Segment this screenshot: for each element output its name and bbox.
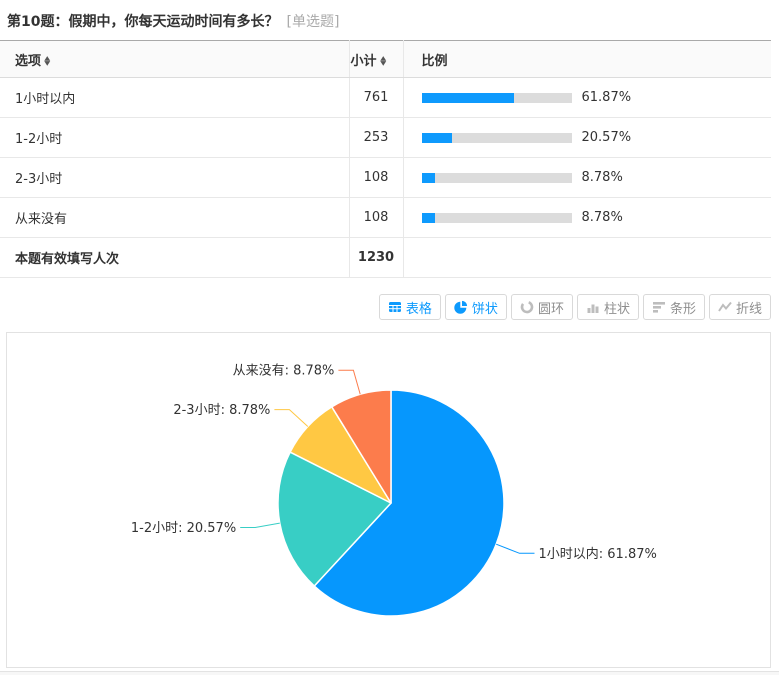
sort-icon[interactable]: ▲ ▼ [379, 55, 386, 67]
ratio-cell: 8.78% [403, 197, 771, 238]
pie-icon [454, 300, 468, 314]
ratio-bar-track [421, 132, 572, 143]
ratio-bar-track [421, 212, 572, 223]
option-cell: 从来没有 [0, 197, 349, 238]
column-header-option[interactable]: 选项 ▲ ▼ [0, 40, 349, 78]
table-row: 1-2小时 253 20.57% [0, 117, 771, 158]
table-row: 2-3小时 108 8.78% [0, 157, 771, 198]
footer-label-cell: 本题有效填写人次 [0, 237, 349, 278]
table-row: 从来没有 108 8.78% [0, 197, 771, 238]
chart-type-hbar-button[interactable]: 条形 [642, 294, 705, 320]
column-header-ratio-label: 比例 [421, 53, 448, 69]
pie-label-leader-line [274, 409, 309, 427]
table-row: 1小时以内 761 61.87% [0, 77, 771, 118]
count-cell: 108 [348, 197, 404, 238]
ratio-cell: 61.87% [403, 77, 771, 118]
column-header-option-label: 选项 [15, 53, 42, 69]
pie-chart-panel: 1小时以内: 61.87% 1-2小时: 20.57% 2-3小时: 8.78% 从来… [6, 332, 771, 668]
table-icon [388, 300, 402, 314]
pie-label-leader-line [240, 522, 280, 528]
ratio-bar-track [421, 172, 572, 183]
table-footer-row: 本题有效填写人次 1230 [0, 237, 771, 278]
chart-type-label: 条形 [669, 301, 696, 317]
pie-slice-label: 2-3小时: 8.78% [173, 403, 270, 418]
pie-slice-label: 1小时以内: 61.87% [539, 546, 657, 562]
pie-slice-label: 从来没有: 8.78% [233, 364, 335, 379]
chart-type-pie-button[interactable]: 饼状 [444, 294, 507, 320]
chart-type-label: 圆环 [537, 301, 564, 317]
table-header-row: 选项 ▲ ▼ 小计 ▲ ▼ 比例 [0, 40, 771, 78]
column-icon [586, 300, 600, 314]
ratio-percent-label: 8.78% [581, 210, 623, 225]
option-cell: 1小时以内 [0, 77, 349, 118]
count-cell: 253 [348, 117, 404, 158]
chart-type-table-button[interactable]: 表格 [378, 294, 441, 320]
sort-icon[interactable]: ▲ ▼ [44, 55, 51, 67]
pie-label-leader-line [496, 543, 535, 554]
chart-type-label: 表格 [405, 301, 432, 317]
option-cell: 1-2小时 [0, 117, 349, 158]
page-bottom-divider [0, 671, 779, 675]
chart-type-label: 折线 [735, 301, 762, 317]
ratio-percent-label: 8.78% [581, 170, 623, 185]
footer-empty-cell [403, 237, 771, 278]
pie-chart-svg: 1小时以内: 61.87% 1-2小时: 20.57% 2-3小时: 8.78% 从来… [131, 364, 657, 617]
footer-total-cell: 1230 [348, 237, 404, 278]
hbar-icon [652, 300, 666, 314]
chart-type-donut-button[interactable]: 圆环 [510, 294, 573, 320]
option-cell: 2-3小时 [0, 157, 349, 198]
pie-slice-label: 1-2小时: 20.57% [131, 521, 236, 536]
column-header-ratio: 比例 [403, 40, 771, 78]
question-title: 第10题：假期中，你每天运动时间有多长？ [7, 14, 279, 30]
pie-label-leader-line [338, 369, 361, 395]
ratio-cell: 8.78% [403, 157, 771, 198]
chart-type-toolbar: 表格 饼状 圆环 柱状 条形 折线 [0, 294, 771, 320]
ratio-bar-track [421, 92, 572, 103]
column-header-count[interactable]: 小计 ▲ ▼ [348, 40, 404, 78]
ratio-cell: 20.57% [403, 117, 771, 158]
ratio-bar-fill [421, 172, 435, 183]
ratio-percent-label: 20.57% [581, 130, 632, 145]
chart-type-column-button[interactable]: 柱状 [576, 294, 639, 320]
results-table: 选项 ▲ ▼ 小计 ▲ ▼ 比例 1小时以内 761 61.87% 1-2小时 253 … [0, 40, 771, 278]
chart-type-label: 饼状 [471, 301, 498, 317]
chart-type-label: 柱状 [603, 301, 630, 317]
column-header-count-label: 小计 [350, 53, 377, 69]
count-cell: 761 [348, 77, 404, 118]
line-icon [718, 300, 732, 314]
ratio-bar-fill [421, 132, 453, 143]
ratio-bar-fill [421, 92, 515, 103]
question-header: 第10题：假期中，你每天运动时间有多长？ [单选题] [0, 0, 779, 40]
count-cell: 108 [348, 157, 404, 198]
chart-type-line-button[interactable]: 折线 [708, 294, 771, 320]
ratio-bar-fill [421, 212, 435, 223]
question-type-badge: [单选题] [286, 14, 340, 30]
pie-slice-1[interactable] [277, 451, 392, 587]
donut-icon [520, 300, 534, 314]
pie-slice-3[interactable] [331, 389, 392, 504]
ratio-percent-label: 61.87% [581, 90, 632, 105]
